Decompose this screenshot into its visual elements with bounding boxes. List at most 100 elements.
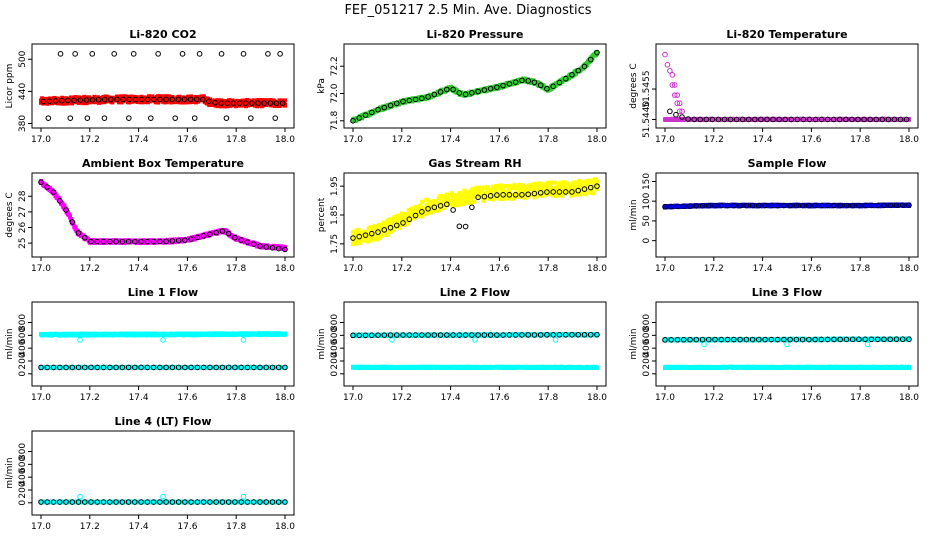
raw-point bbox=[499, 190, 504, 195]
avg-point bbox=[119, 238, 126, 245]
data-point bbox=[89, 51, 96, 57]
avg-point bbox=[749, 202, 756, 209]
raw-point bbox=[354, 237, 359, 242]
raw-point bbox=[481, 198, 486, 203]
avg-point bbox=[544, 85, 550, 92]
raw-point bbox=[451, 197, 456, 202]
avg-point bbox=[537, 82, 544, 89]
raw-point bbox=[537, 187, 542, 192]
raw-point bbox=[177, 100, 182, 105]
plot-frame bbox=[343, 43, 607, 129]
avg-point bbox=[273, 100, 280, 106]
raw-point bbox=[462, 189, 467, 194]
data-point bbox=[57, 51, 64, 57]
series-outliers-high bbox=[57, 51, 283, 57]
raw-point bbox=[283, 102, 287, 107]
avg-point bbox=[697, 116, 704, 123]
series-2-5-min-ave bbox=[667, 108, 910, 123]
data-point bbox=[671, 92, 678, 98]
avg-point bbox=[903, 116, 910, 123]
avg-point bbox=[550, 83, 557, 90]
raw-point bbox=[519, 194, 524, 199]
raw-point bbox=[358, 230, 363, 235]
x-tick-label: 18.0 bbox=[899, 264, 919, 274]
avg-point bbox=[494, 192, 500, 198]
avg-point bbox=[81, 234, 88, 241]
data-layer bbox=[350, 49, 600, 124]
avg-point bbox=[745, 116, 752, 123]
avg-point bbox=[531, 79, 538, 86]
plot-frame bbox=[31, 301, 295, 387]
avg-point bbox=[781, 202, 787, 209]
avg-point bbox=[368, 230, 375, 237]
avg-point bbox=[362, 112, 369, 118]
raw-point bbox=[528, 183, 533, 188]
avg-point bbox=[279, 100, 286, 106]
raw-point bbox=[423, 211, 428, 216]
raw-point bbox=[351, 241, 355, 246]
avg-point bbox=[887, 202, 894, 209]
raw-point bbox=[576, 183, 581, 188]
avg-point bbox=[450, 86, 456, 93]
avg-point bbox=[238, 237, 245, 243]
avg-point bbox=[879, 116, 886, 123]
raw-point bbox=[467, 192, 472, 197]
avg-point bbox=[519, 77, 525, 84]
raw-point bbox=[503, 183, 508, 188]
x-tick-label: 17.6 bbox=[177, 393, 197, 403]
avg-point bbox=[885, 116, 892, 123]
data-point bbox=[155, 51, 161, 57]
avg-point bbox=[724, 202, 731, 209]
raw-point bbox=[441, 201, 446, 206]
data-point bbox=[111, 51, 117, 57]
avg-point bbox=[569, 71, 575, 78]
raw-point bbox=[403, 216, 408, 221]
avg-point bbox=[556, 189, 563, 195]
avg-point bbox=[462, 91, 469, 98]
x-tick-label: 17.4 bbox=[129, 393, 149, 403]
raw-point bbox=[587, 190, 592, 195]
avg-point bbox=[437, 89, 444, 95]
raw-point bbox=[495, 193, 500, 198]
raw-point bbox=[595, 179, 599, 184]
raw-point bbox=[437, 206, 442, 211]
raw-point bbox=[541, 83, 546, 88]
data-point bbox=[196, 51, 203, 57]
avg-point bbox=[275, 245, 282, 252]
data-point bbox=[172, 115, 178, 121]
raw-point bbox=[500, 187, 505, 192]
avg-point bbox=[406, 97, 413, 104]
x-tick-label: 17.2 bbox=[704, 264, 724, 274]
raw-point bbox=[541, 183, 546, 188]
avg-point bbox=[519, 192, 525, 198]
y-axis-label: ml/min bbox=[5, 328, 15, 359]
avg-point bbox=[799, 202, 806, 209]
avg-point bbox=[375, 106, 381, 113]
x-tick-label: 17.4 bbox=[129, 264, 149, 274]
raw-point bbox=[405, 220, 410, 225]
x-tick-label: 17.2 bbox=[80, 393, 100, 403]
avg-point bbox=[144, 238, 151, 245]
raw-point bbox=[533, 187, 538, 192]
data-point bbox=[674, 100, 681, 107]
data-point bbox=[671, 82, 678, 88]
x-tick-label: 17.6 bbox=[177, 135, 197, 145]
y-tick-label: 72.2 bbox=[330, 56, 340, 76]
x-tick-label: 17.8 bbox=[226, 393, 246, 403]
y-axis-label: Licor ppm bbox=[5, 64, 15, 109]
raw-point bbox=[456, 195, 461, 200]
series-raw-high bbox=[39, 331, 287, 338]
avg-point bbox=[187, 96, 194, 103]
data-point bbox=[277, 51, 283, 57]
avg-point bbox=[356, 115, 363, 121]
plot-frame bbox=[655, 43, 919, 129]
avg-point bbox=[727, 116, 734, 123]
avg-point bbox=[537, 190, 544, 196]
avg-point bbox=[469, 90, 475, 96]
raw-point bbox=[562, 180, 567, 185]
raw-point bbox=[549, 180, 554, 185]
raw-point bbox=[484, 191, 489, 196]
